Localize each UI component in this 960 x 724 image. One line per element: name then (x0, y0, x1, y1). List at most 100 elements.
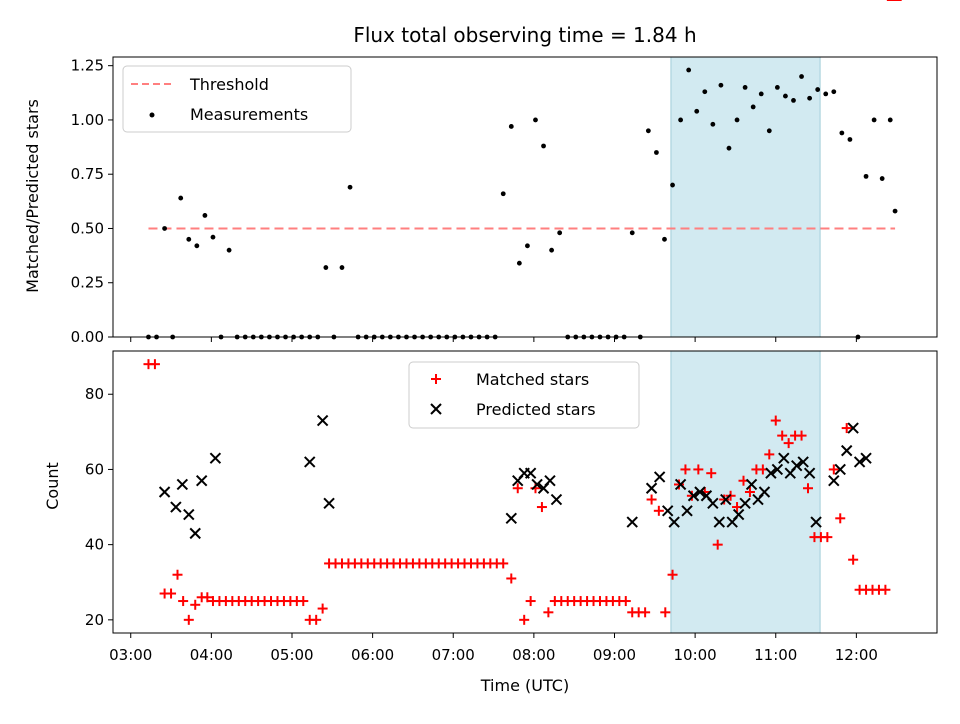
predicted-x-b (758, 486, 771, 498)
predicted-x-b (531, 478, 543, 491)
predicted-x-b (189, 527, 201, 540)
predicted-x-b (304, 456, 316, 468)
bottom-xtick-label: 10:00 (674, 646, 717, 664)
measurement-point (194, 243, 200, 249)
predicted-star-point (183, 508, 195, 521)
matched-star-point (512, 483, 523, 494)
matched-star-point (835, 513, 846, 524)
matched-star-point (770, 415, 781, 426)
matched-star-point (673, 479, 684, 490)
measurement-point (162, 226, 168, 231)
measurement-point (210, 234, 216, 240)
legend-measurements-label: Measurements (190, 105, 308, 124)
predicted-star-point (505, 512, 518, 525)
predicted-star-point (860, 452, 872, 464)
top-ytick-label: 1.25 (71, 57, 104, 75)
measurement-point (892, 208, 898, 214)
top-panel: 0.00 0.25 0.50 0.75 1.00 1.25 (71, 56, 938, 346)
measurement-point (533, 117, 538, 123)
predicted-x-b (544, 475, 556, 487)
predicted-star-point (550, 493, 563, 506)
matched-star-point (311, 614, 322, 625)
measurement-point (549, 247, 555, 253)
matched-star-point (822, 532, 833, 543)
predicted-star-point (745, 478, 758, 491)
top-legend-frame (122, 65, 352, 133)
matched-star-point (744, 487, 755, 497)
measurement-point (202, 213, 208, 218)
predicted-star-point (645, 482, 658, 494)
measurement-point (629, 230, 635, 236)
measurement-point (694, 108, 700, 114)
measurement-point (557, 230, 563, 236)
predicted-star-point (687, 490, 700, 502)
matched-star-point (841, 423, 852, 434)
predicted-star-point (544, 475, 556, 487)
legend-measurements-swatch (149, 112, 155, 118)
measurement-point (686, 67, 692, 73)
predicted-x-b (626, 516, 638, 528)
bottom-xtick-label: 05:00 (270, 646, 313, 664)
top-ylabel: Matched/Predicted stars (23, 99, 42, 293)
matched-star-point (498, 558, 509, 569)
matched-star-point (543, 607, 554, 618)
matched-star-point (166, 588, 177, 599)
matched-star-point (680, 464, 691, 475)
predicted-star-point (524, 467, 537, 479)
matched-star-point (777, 430, 788, 441)
predicted-star-point (176, 478, 189, 491)
measurement-point (799, 74, 804, 79)
matched-star-point (525, 596, 536, 607)
matched-star-point (706, 468, 717, 479)
predicted-star-point (758, 486, 771, 498)
predicted-star-point (681, 505, 693, 517)
predicted-star-point (765, 467, 777, 479)
matched-star-point (693, 464, 704, 475)
bottom-xtick-label: 11:00 (754, 646, 797, 664)
matched-star-point (620, 596, 631, 607)
predicted-x-b (707, 497, 719, 509)
measurement-point (879, 176, 885, 181)
measurement-point (887, 117, 893, 123)
bottom-xtick-label: 06:00 (351, 646, 394, 664)
measurement-point (508, 124, 514, 129)
measurement-point (815, 87, 821, 92)
bottom-plot-frame (112, 350, 938, 634)
predicted-x-b (797, 456, 809, 468)
measurement-point (734, 117, 740, 123)
predicted-star-point (195, 475, 208, 487)
matched-star-point (880, 584, 891, 595)
predicted-star-point (847, 422, 859, 434)
predicted-star-point (840, 444, 853, 457)
measurement-point (839, 130, 845, 136)
top-ytick-label: 0.50 (71, 219, 104, 237)
bottom-xtick-label: 04:00 (190, 646, 233, 664)
predicted-star-point (209, 452, 222, 464)
measurement-point (807, 95, 813, 101)
matched-star-point (660, 607, 671, 618)
predicted-x-b (847, 422, 859, 434)
predicted-star-point (668, 516, 680, 528)
matched-star-point (149, 359, 160, 370)
legend-threshold-label: Threshold (189, 75, 269, 94)
predicted-star-point (626, 516, 638, 528)
predicted-x-b (645, 482, 658, 494)
matched-star-point (828, 464, 839, 475)
predicted-x-b (176, 478, 189, 491)
top-ytick-label: 0.00 (71, 328, 104, 346)
predicted-star-point (304, 456, 316, 468)
bottom-ytick-label: 20 (85, 611, 104, 629)
predicted-star-point (828, 475, 840, 487)
measurement-point (718, 82, 724, 88)
matched-star-point (519, 614, 530, 625)
predicted-star-point (834, 463, 846, 476)
legend-predicted-label: Predicted stars (476, 400, 596, 419)
measurement-point (766, 128, 772, 134)
predicted-x-b (853, 456, 866, 468)
predicted-x-b (505, 512, 518, 525)
bottom-xtick-label: 12:00 (835, 646, 878, 664)
predicted-x-b (713, 516, 726, 528)
measurement-point (871, 117, 877, 123)
measurement-point (791, 98, 796, 103)
